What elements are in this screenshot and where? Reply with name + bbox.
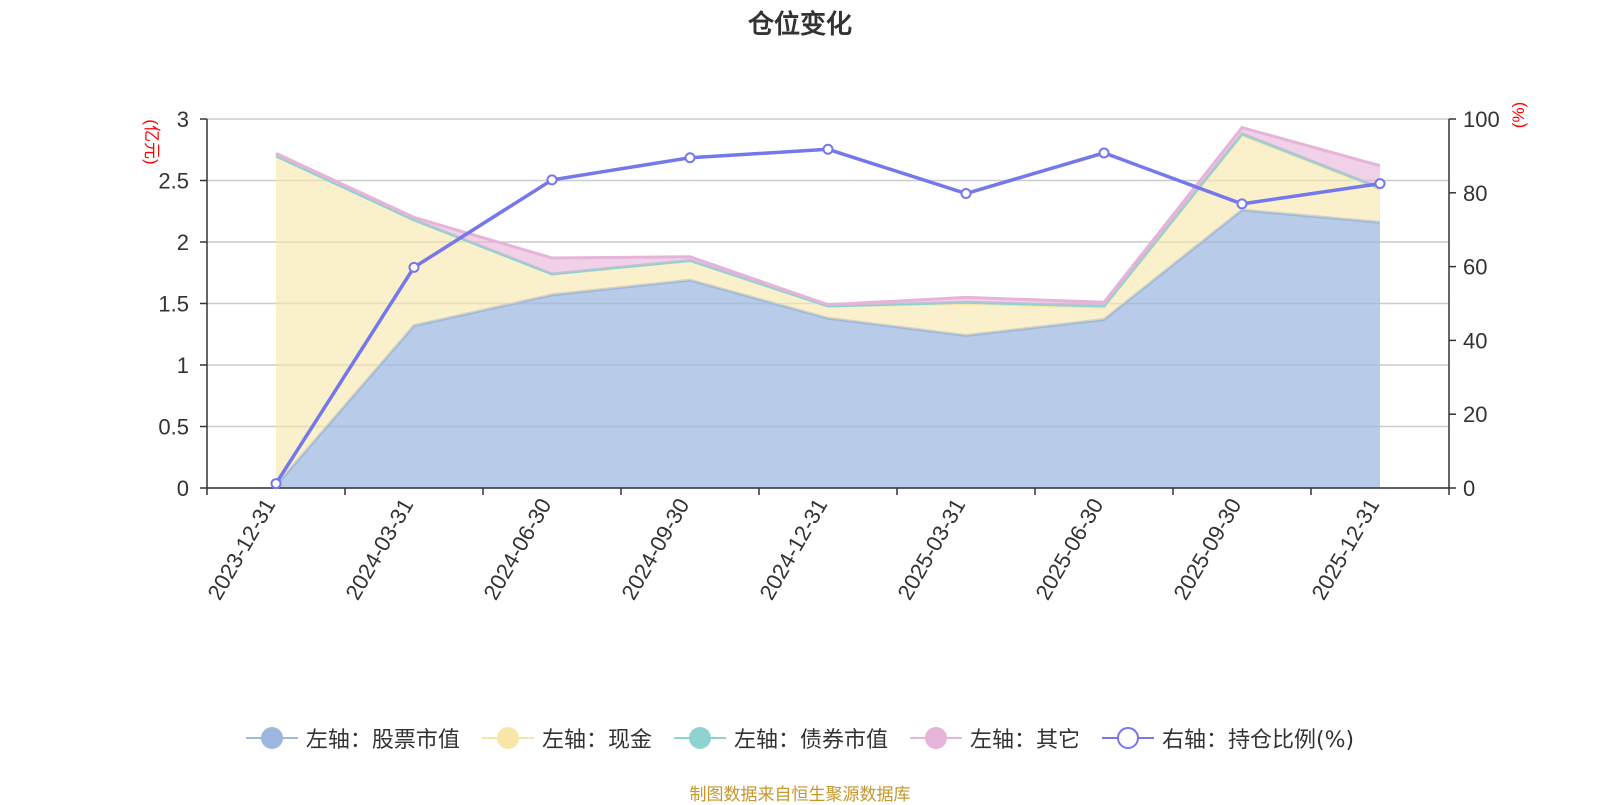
x-tick-label: 2023-12-31 — [202, 494, 280, 604]
legend-item-other[interactable]: 左轴：其它 — [909, 722, 1080, 754]
holding-ratio-point — [1374, 178, 1386, 190]
holding-ratio-point — [408, 261, 420, 273]
legend-marker-other — [909, 725, 962, 751]
legend-label-other: 左轴：其它 — [969, 728, 1080, 753]
x-tick-label: 2025-03-31 — [892, 494, 970, 604]
legend-marker-stock — [245, 725, 298, 751]
left-axis-unit-label: (亿元) — [142, 119, 161, 164]
left-tick-label: 1 — [177, 353, 189, 378]
legend-item-cash[interactable]: 左轴：现金 — [481, 722, 652, 754]
left-tick-label: 3 — [177, 107, 189, 132]
right-tick-label: 40 — [1463, 328, 1487, 353]
right-axis-unit-label: (%) — [1509, 102, 1528, 128]
legend-label-bond: 左轴：债券市值 — [733, 728, 888, 753]
holding-ratio-point — [270, 478, 282, 490]
x-tick-label: 2024-12-31 — [754, 494, 832, 604]
holding-ratio-point — [960, 188, 972, 200]
legend-marker-cash — [481, 725, 534, 751]
left-tick-label: 1.5 — [158, 292, 189, 317]
holding-ratio-point — [1098, 147, 1110, 159]
legend: 左轴：股票市值 左轴：现金 左轴：债券市值 左轴：其它 右轴：持仓比例(%) — [0, 722, 1600, 754]
legend-item-holding-ratio[interactable]: 右轴：持仓比例(%) — [1101, 722, 1355, 754]
legend-marker-bond — [673, 725, 726, 751]
legend-label-ratio: 右轴：持仓比例(%) — [1161, 728, 1355, 753]
x-tick-label: 2024-09-30 — [616, 494, 694, 604]
holding-ratio-point — [822, 143, 834, 155]
x-tick-label: 2024-06-30 — [478, 494, 556, 604]
x-tick-label: 2024-03-31 — [340, 494, 418, 604]
x-tick-label: 2025-09-30 — [1168, 494, 1246, 604]
holding-ratio-point — [684, 152, 696, 164]
left-tick-label: 0.5 — [158, 415, 189, 440]
legend-label-cash: 左轴：现金 — [541, 728, 652, 753]
x-tick-label: 2025-12-31 — [1306, 494, 1384, 604]
legend-label-stock: 左轴：股票市值 — [305, 728, 460, 753]
legend-item-stock-value[interactable]: 左轴：股票市值 — [245, 722, 460, 754]
area-0 — [276, 210, 1380, 488]
right-tick-label: 60 — [1463, 255, 1487, 280]
holding-ratio-point — [546, 174, 558, 186]
right-tick-label: 20 — [1463, 402, 1487, 427]
left-tick-label: 2 — [177, 230, 189, 255]
right-tick-label: 80 — [1463, 181, 1487, 206]
stacked-areas — [274, 125, 1381, 488]
right-tick-label: 0 — [1463, 476, 1475, 501]
left-tick-label: 0 — [177, 476, 189, 501]
ratio-line-layer — [270, 143, 1386, 490]
left-tick-label: 2.5 — [158, 169, 189, 194]
area-1 — [276, 135, 1380, 486]
area-3 — [276, 127, 1380, 306]
holding-ratio-point — [1236, 198, 1248, 210]
x-tick-label: 2025-06-30 — [1030, 494, 1108, 604]
legend-item-bond-value[interactable]: 左轴：债券市值 — [673, 722, 888, 754]
chart-title: 仓位变化 — [747, 10, 852, 40]
data-source-note: 制图数据来自恒生聚源数据库 — [689, 785, 911, 805]
legend-marker-ratio — [1101, 725, 1154, 751]
right-tick-label: 100 — [1463, 107, 1500, 132]
